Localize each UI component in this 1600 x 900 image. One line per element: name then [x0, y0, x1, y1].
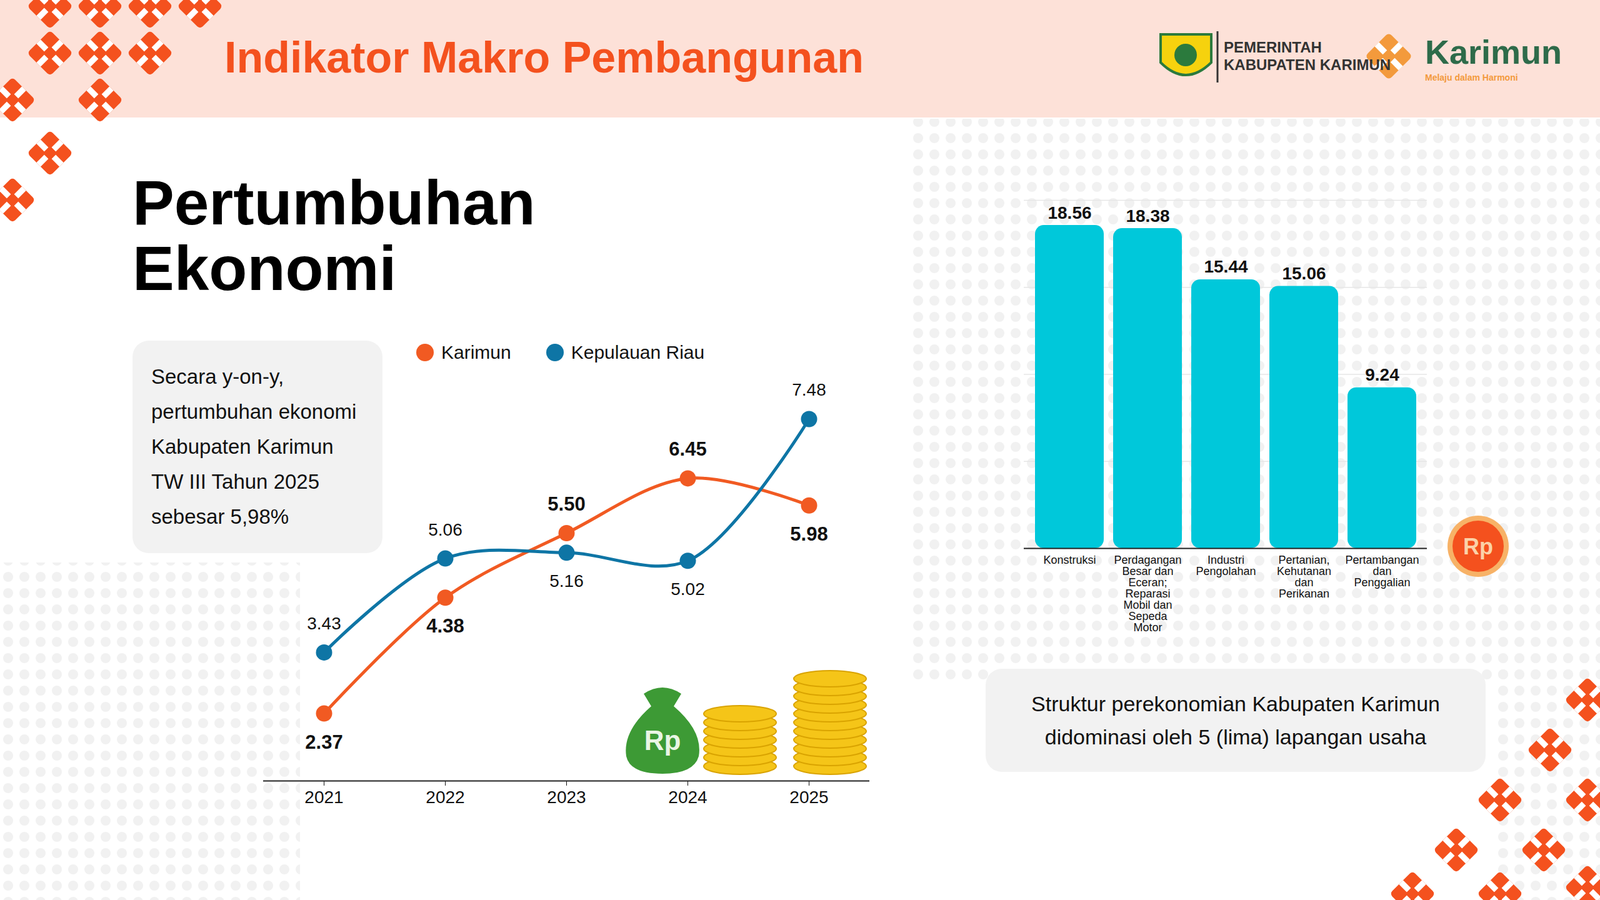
html-text:Indikator Makro Pembangunan: Indikator Makro Pembangunan: [224, 33, 864, 82]
html-text:PEMERINTAH: PEMERINTAH: [1223, 38, 1322, 56]
svg-text:2025: 2025: [789, 787, 829, 807]
svg-text:5.16: 5.16: [549, 571, 584, 591]
svg-text:Konstruksi: Konstruksi: [1043, 553, 1096, 567]
html-text:Pertumbuhan Ekonomi: Pertumbuhan Ekonomi: [132, 167, 536, 304]
svg-text:6.45: 6.45: [668, 438, 707, 460]
svg-text:18.56: 18.56: [1047, 203, 1092, 223]
svg-text:IndustriPengolahan: IndustriPengolahan: [1195, 553, 1256, 578]
svg-text:7.48: 7.48: [791, 380, 827, 400]
svg-text:18.38: 18.38: [1125, 206, 1170, 226]
html-text:Melaju dalam Harmoni: Melaju dalam Harmoni: [1425, 72, 1518, 83]
svg-text:2024: 2024: [668, 787, 707, 807]
svg-text:2023: 2023: [546, 787, 586, 807]
svg-text:9.24: 9.24: [1365, 365, 1400, 385]
html-text:KABUPATEN KARIMUN: KABUPATEN KARIMUN: [1223, 56, 1391, 73]
svg-text:2021: 2021: [304, 787, 344, 807]
svg-text:4.38: 4.38: [426, 615, 464, 637]
svg-text:Rp: Rp: [1463, 533, 1494, 560]
svg-text:5.50: 5.50: [547, 493, 585, 515]
svg-text:15.06: 15.06: [1281, 263, 1326, 284]
svg-text:PerdaganganBesar danEceran;Rep: PerdaganganBesar danEceran;ReparasiMobil…: [1113, 553, 1182, 634]
svg-text:Rp: Rp: [644, 725, 682, 756]
html-text:Karimun: Karimun: [1425, 33, 1562, 71]
html-text:Kepulauan Riau: Kepulauan Riau: [571, 341, 705, 363]
svg-text:3.43: 3.43: [306, 613, 342, 634]
svg-text:5.02: 5.02: [670, 579, 705, 599]
svg-text:5.06: 5.06: [428, 520, 463, 540]
svg-text:PertambangandanPenggalian: PertambangandanPenggalian: [1345, 553, 1419, 589]
svg-text:15.44: 15.44: [1203, 256, 1248, 277]
html-text:Karimun: Karimun: [441, 341, 512, 363]
svg-text:5.98: 5.98: [790, 523, 828, 545]
html-text:Struktur perekonomian Kabupate: Struktur perekonomian Kabupaten Karimun …: [1031, 691, 1440, 749]
svg-text:Pertanian,KehutanandanPerikana: Pertanian,KehutanandanPerikanan: [1276, 553, 1332, 600]
html-text:Secara y-on-y, pertumbuhan eko: Secara y-on-y, pertumbuhan ekonomi Kabup…: [151, 365, 357, 529]
svg-text:2022: 2022: [425, 787, 465, 807]
svg-text:2.37: 2.37: [305, 731, 343, 754]
